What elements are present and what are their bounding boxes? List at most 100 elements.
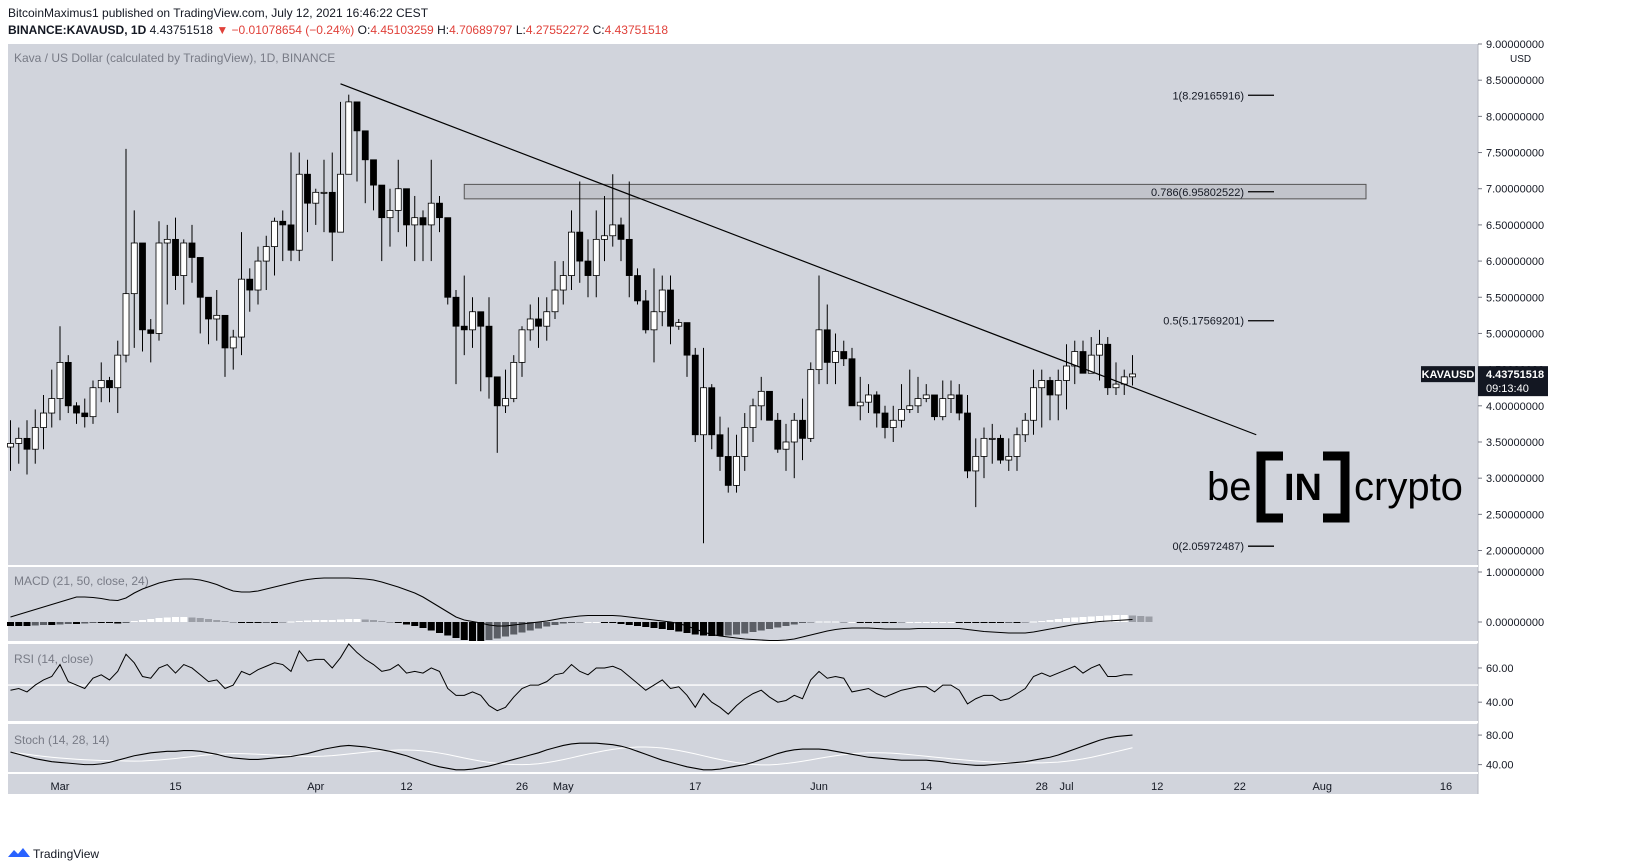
y-tick-label: 5.50000000 <box>1486 292 1544 304</box>
candle-up <box>865 384 872 414</box>
macd-hist-bar <box>642 622 650 627</box>
macd-hist-bar <box>931 622 938 623</box>
candle-down <box>708 384 716 450</box>
candle-up <box>757 376 765 421</box>
candle-body <box>1005 456 1013 461</box>
price-pane <box>8 44 1478 565</box>
macd-line <box>10 577 1133 642</box>
x-tick-label: Jun <box>810 781 828 793</box>
candle-body <box>1104 343 1112 389</box>
candle-body <box>733 456 740 486</box>
candle-body <box>988 437 996 440</box>
candle-body <box>889 419 897 428</box>
candle-body <box>188 242 196 258</box>
macd-hist-bar <box>328 620 336 622</box>
candle-body <box>221 314 229 349</box>
macd-hist-bar <box>254 622 262 623</box>
candle-down <box>576 181 584 283</box>
y-tick-label: 6.50000000 <box>1486 220 1544 232</box>
macd-hist-bar <box>262 622 270 623</box>
candle-up <box>502 369 509 414</box>
macd-hist-bar <box>774 622 782 628</box>
macd-hist-bar <box>625 622 633 625</box>
macd-hist-bar <box>304 620 311 622</box>
macd-hist-bar <box>543 622 551 627</box>
macd-hist-bar <box>551 622 559 625</box>
macd-hist-bar <box>1145 616 1153 622</box>
macd-hist-bar <box>609 622 617 623</box>
low-value: 4.27552272 <box>525 23 590 37</box>
macd-hist-bar <box>733 622 740 635</box>
candle-down <box>246 268 254 312</box>
candle-up <box>807 362 815 442</box>
stoch-d-line <box>10 746 1133 766</box>
macd-hist-bar <box>411 622 419 626</box>
candle-up <box>914 376 922 414</box>
candle-body <box>1071 351 1079 367</box>
footer: TradingView <box>8 847 99 862</box>
macd-hist-bar <box>386 622 394 623</box>
candle-body <box>229 336 237 349</box>
candle-body <box>757 390 765 407</box>
candle-body <box>97 380 105 389</box>
macd-hist-bar <box>1013 622 1021 623</box>
candle-body <box>1038 380 1046 389</box>
candle-down <box>370 159 377 211</box>
candle-up <box>48 369 56 428</box>
candle-up <box>155 221 163 341</box>
candle-down <box>147 318 155 363</box>
stoch-pane <box>8 724 1478 772</box>
candle-down <box>823 304 831 385</box>
candle-up <box>518 326 526 377</box>
candle-body <box>15 437 23 444</box>
candle-body <box>584 260 592 276</box>
candle-down <box>23 420 31 475</box>
candle-body <box>320 191 328 194</box>
candle-body <box>81 412 89 418</box>
macd-hist-bar <box>873 622 881 623</box>
resistance-zone <box>463 183 1367 200</box>
candle-up <box>790 413 798 479</box>
candle-down <box>642 290 650 334</box>
macd-hist-bar <box>601 622 608 623</box>
candle-body <box>576 231 584 262</box>
candle-body <box>716 434 724 457</box>
candle-body <box>378 184 386 219</box>
candle-down <box>667 275 674 345</box>
candle-body <box>213 314 221 320</box>
candle-up <box>510 355 518 403</box>
macd-hist-bar <box>353 619 361 622</box>
candle-down <box>964 394 971 479</box>
y-tick-label: 6.00000000 <box>1486 256 1544 268</box>
candle-up <box>262 235 270 291</box>
low-label: L: <box>515 23 526 37</box>
candle-body <box>683 322 691 356</box>
macd-hist-bar <box>312 620 320 622</box>
macd-hist-bar <box>378 621 386 622</box>
candle-body <box>48 398 56 414</box>
macd-hist-bar <box>89 622 97 623</box>
macd-hist-bar <box>832 621 839 623</box>
macd-hist-bar <box>568 622 575 623</box>
candle-body <box>436 202 443 219</box>
candle-up <box>601 195 608 262</box>
macd-hist-bar <box>1030 621 1037 623</box>
candle-down <box>584 239 592 298</box>
candle-up <box>939 380 947 421</box>
candle-body <box>790 419 798 443</box>
publisher-line: BitcoinMaximus1 published on TradingView… <box>8 6 429 20</box>
macd-hist-bar <box>1079 617 1087 622</box>
candle-up <box>97 362 105 403</box>
macd-hist-bar <box>213 620 221 622</box>
candle-up <box>733 434 740 493</box>
candle-up <box>1112 362 1120 395</box>
candle-down <box>955 384 963 421</box>
candle-down <box>378 184 386 262</box>
candle-body <box>1087 354 1095 374</box>
candle-body <box>73 405 80 414</box>
candle-up <box>130 210 138 348</box>
macd-hist-bar <box>403 622 410 625</box>
macd-hist-bar <box>799 622 806 623</box>
candle-down <box>81 398 89 428</box>
